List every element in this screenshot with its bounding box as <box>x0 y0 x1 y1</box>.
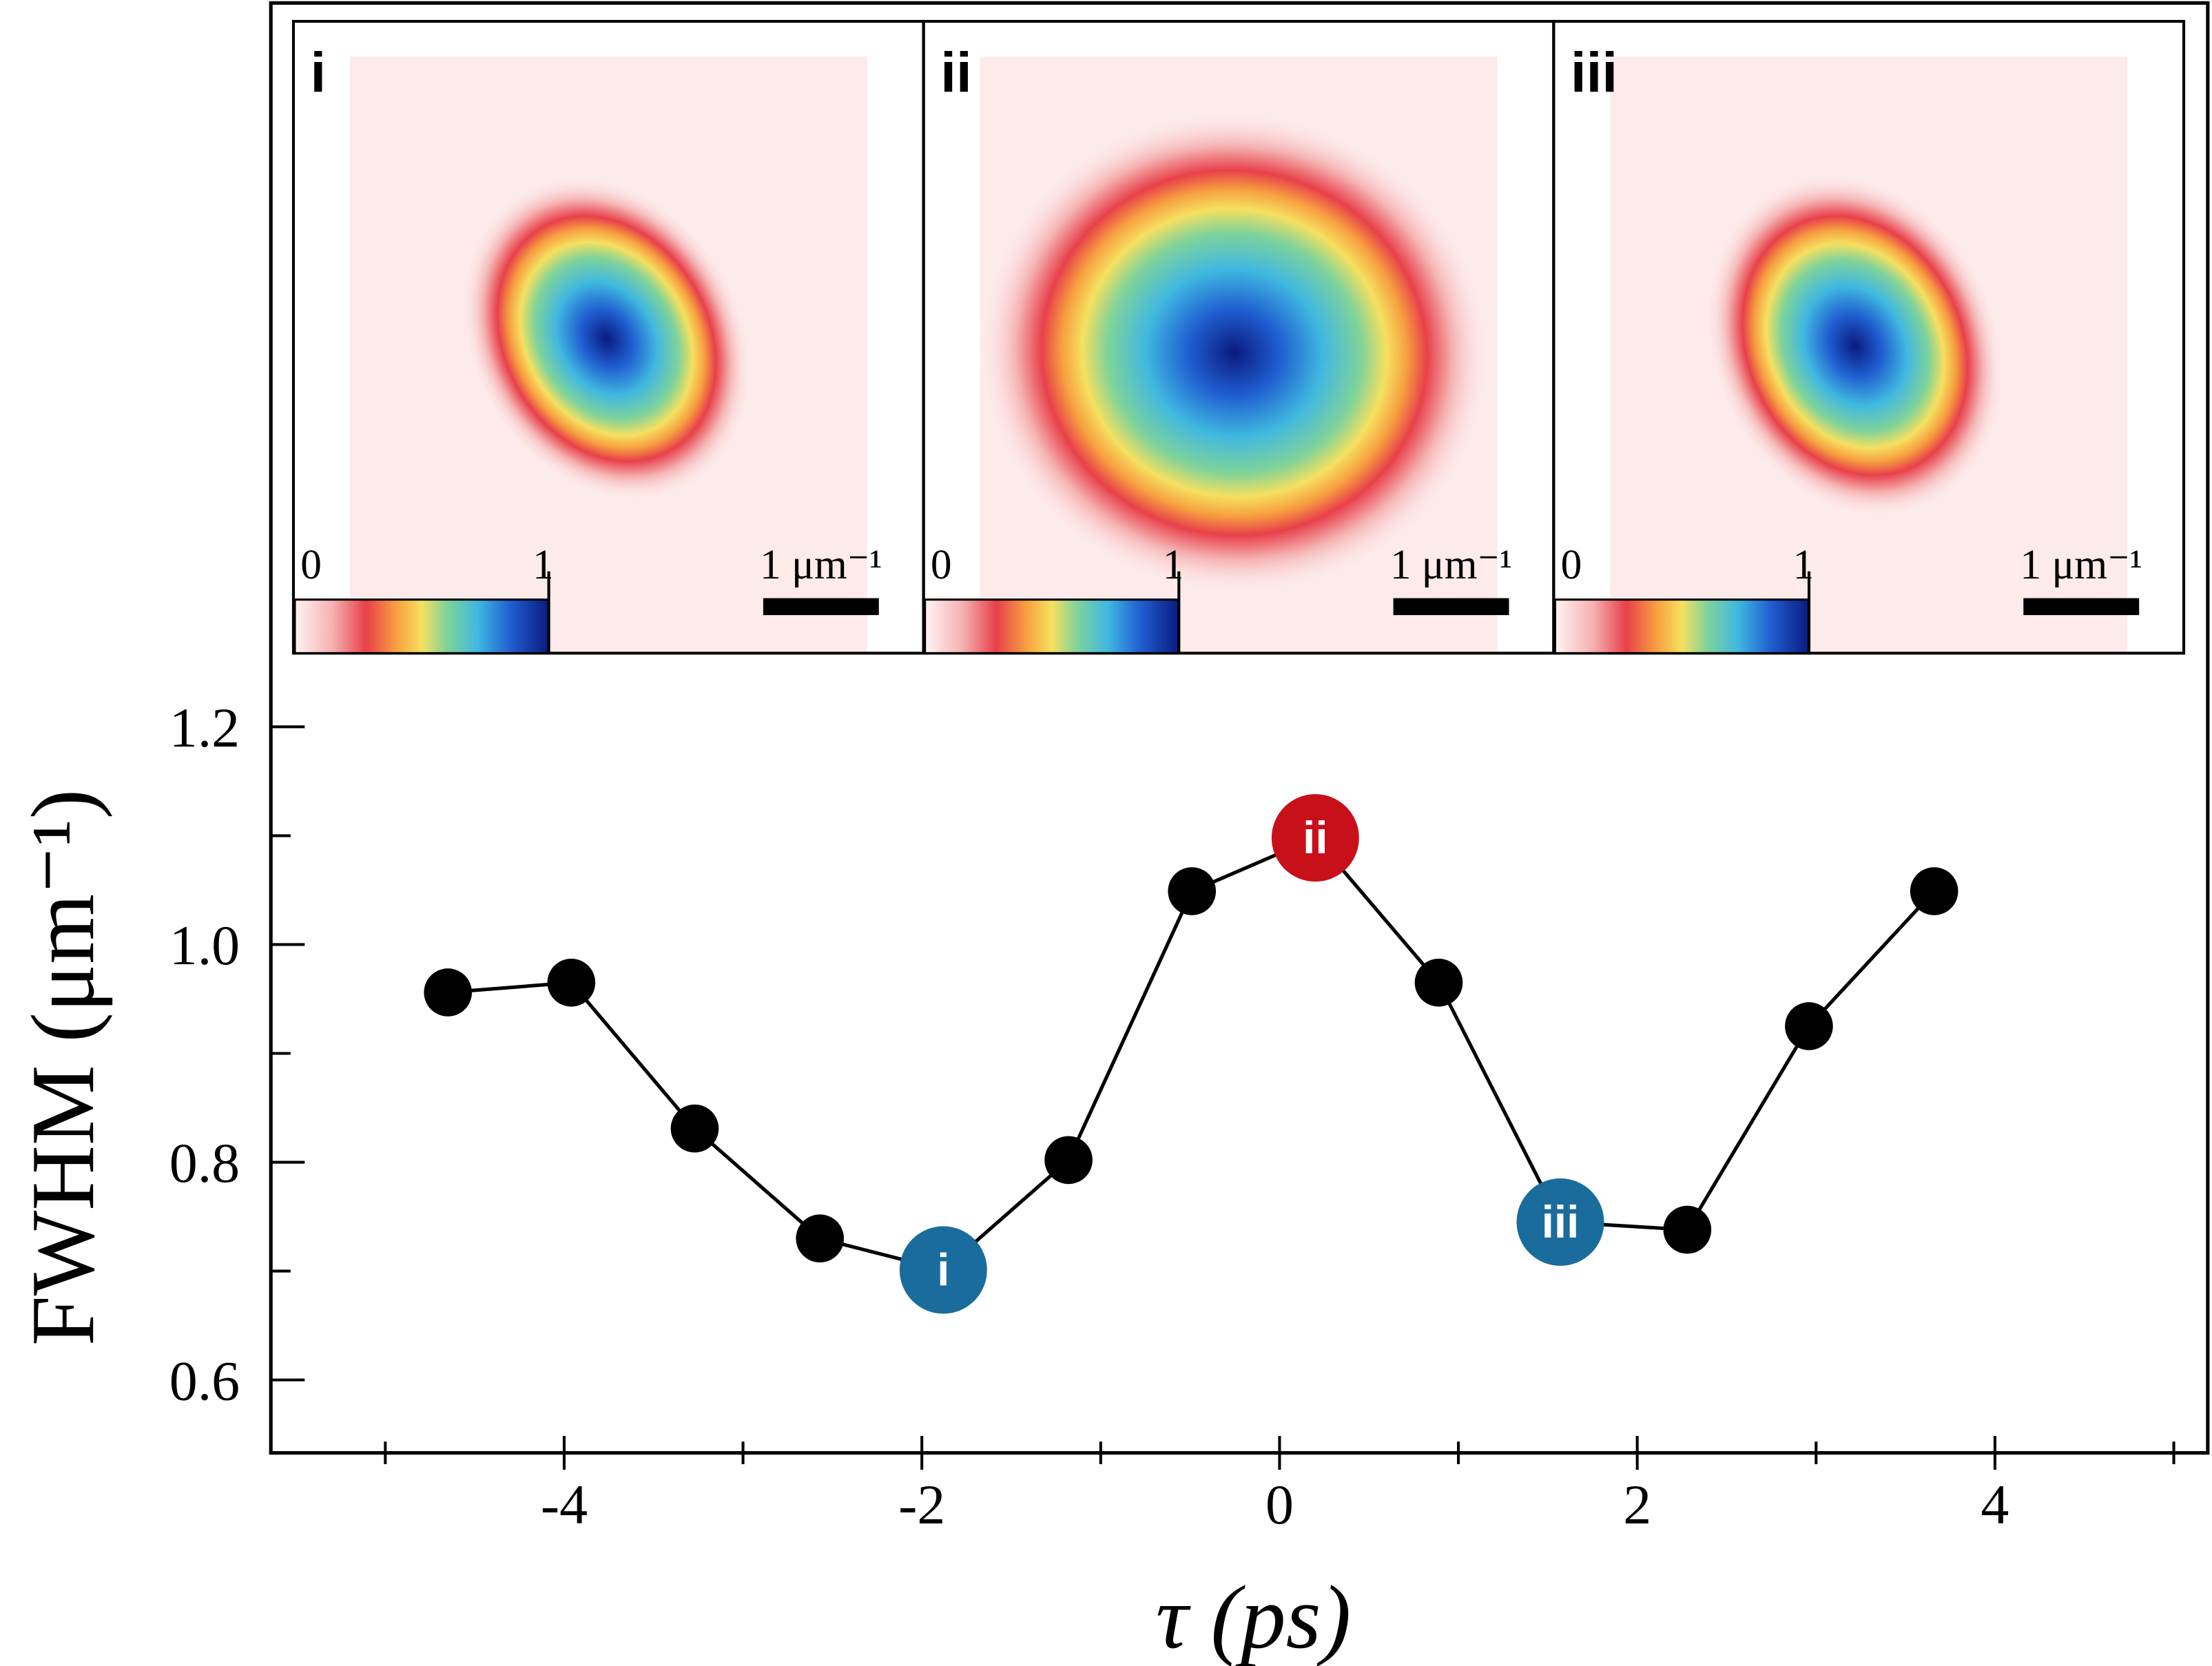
colorbar-tick-label: 0 <box>300 541 322 588</box>
inset-label: ii <box>940 41 972 104</box>
data-point <box>1168 867 1217 915</box>
colorbar <box>924 598 1180 654</box>
scale-bar-label: 1 μm⁻¹ <box>2020 541 2142 588</box>
colorbar-tick-label: 1 <box>1163 541 1184 588</box>
data-point <box>1271 794 1359 882</box>
data-point <box>1044 1136 1093 1185</box>
scale-bar <box>2023 598 2140 616</box>
scale-bar <box>763 598 879 616</box>
data-point <box>1516 1178 1604 1266</box>
inset-image <box>980 112 1488 593</box>
x-tick-label: -4 <box>541 1473 588 1536</box>
inset-label: iii <box>1571 41 1617 104</box>
y-tick-label: 0.8 <box>169 1132 240 1194</box>
point-label: iii <box>1542 1197 1580 1247</box>
scale-bar-label: 1 μm⁻¹ <box>1390 541 1513 588</box>
colorbar-tick-label: 0 <box>931 541 952 588</box>
y-axis-label: FWHM (μm⁻¹) <box>13 789 113 1346</box>
data-point <box>547 958 596 1007</box>
data-point <box>424 968 473 1017</box>
inset-label: i <box>311 41 327 104</box>
point-label: i <box>937 1245 949 1295</box>
x-tick-label: 4 <box>1981 1473 2009 1536</box>
data-point <box>670 1104 719 1153</box>
inset-image <box>1707 175 2003 517</box>
data-point <box>899 1226 987 1314</box>
x-axis-label: τ (ps) <box>1156 1568 1351 1666</box>
colorbar <box>293 598 550 654</box>
x-tick-label: 2 <box>1623 1473 1651 1536</box>
data-point <box>1663 1205 1712 1254</box>
colorbar-tick-label: 1 <box>1792 541 1814 588</box>
y-tick-label: 0.6 <box>169 1349 240 1412</box>
colorbar <box>1553 598 1810 654</box>
data-point <box>1910 867 1958 915</box>
colorbar-tick-label: 1 <box>533 541 554 588</box>
data-point <box>1414 958 1463 1007</box>
inset-image <box>463 177 751 500</box>
inset-frame <box>1552 19 2186 655</box>
y-tick-label: 1.0 <box>169 914 240 977</box>
x-tick-label: -2 <box>898 1473 945 1536</box>
data-point <box>796 1214 845 1262</box>
scale-bar <box>1393 598 1509 616</box>
x-tick-label: 0 <box>1265 1473 1294 1536</box>
y-tick-label: 1.2 <box>169 696 240 759</box>
data-point <box>1785 1002 1833 1050</box>
axes-frame <box>269 1 2210 1455</box>
scale-bar-label: 1 μm⁻¹ <box>760 541 882 588</box>
point-label: ii <box>1303 813 1327 863</box>
colorbar-tick-label: 0 <box>1561 541 1582 588</box>
